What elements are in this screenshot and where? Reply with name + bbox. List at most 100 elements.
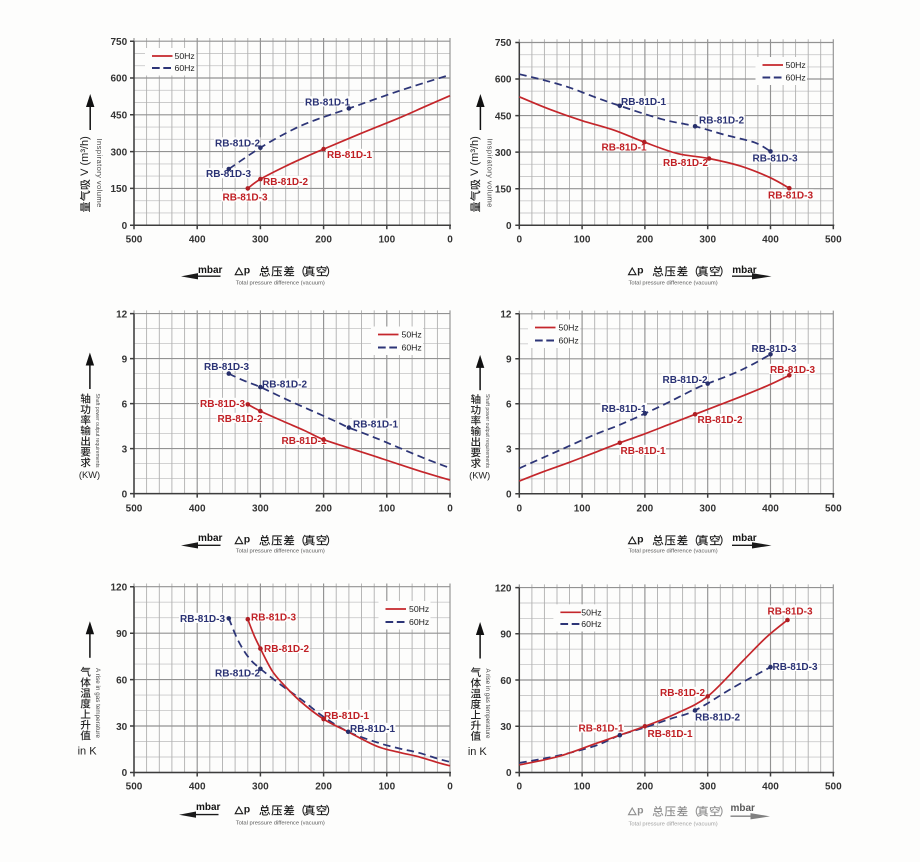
svg-text:RB-81D-3: RB-81D-3 xyxy=(180,614,225,625)
svg-text:400: 400 xyxy=(189,504,206,515)
svg-text:300: 300 xyxy=(252,235,269,246)
svg-text:mbar: mbar xyxy=(198,265,223,276)
svg-text:Total pressure difference (vac: Total pressure difference (vacuum) xyxy=(629,549,718,555)
svg-text:100: 100 xyxy=(378,235,395,246)
svg-text:400: 400 xyxy=(189,782,206,793)
svg-text:RB-81D-1: RB-81D-1 xyxy=(327,150,372,161)
svg-text:500: 500 xyxy=(825,235,842,246)
svg-text:RB-81D-1: RB-81D-1 xyxy=(602,404,647,415)
svg-text:300: 300 xyxy=(495,148,512,159)
svg-text:p: p xyxy=(637,265,643,277)
svg-text:Total pressure difference (vac: Total pressure difference (vacuum) xyxy=(236,821,325,827)
svg-text:600: 600 xyxy=(111,74,128,85)
svg-text:3: 3 xyxy=(506,445,512,456)
svg-text:Total pressure difference (vac: Total pressure difference (vacuum) xyxy=(236,549,325,555)
svg-text:300: 300 xyxy=(699,782,716,793)
svg-text:50Hz: 50Hz xyxy=(175,51,195,61)
svg-text:50Hz: 50Hz xyxy=(559,323,579,333)
svg-text:Inspiratory volume: Inspiratory volume xyxy=(485,139,494,208)
svg-text:RB-81D-1: RB-81D-1 xyxy=(353,419,398,430)
svg-text:200: 200 xyxy=(637,782,654,793)
svg-text:RB-81D-2: RB-81D-2 xyxy=(263,177,308,188)
svg-text:150: 150 xyxy=(495,184,512,195)
svg-text:500: 500 xyxy=(126,782,143,793)
svg-text:450: 450 xyxy=(111,111,128,122)
svg-text:12: 12 xyxy=(500,310,512,321)
svg-text:0: 0 xyxy=(506,768,512,779)
svg-text:200: 200 xyxy=(637,235,654,246)
svg-text:0: 0 xyxy=(517,235,523,246)
svg-text:9: 9 xyxy=(506,355,512,366)
svg-text:100: 100 xyxy=(378,504,395,515)
svg-text:0: 0 xyxy=(517,782,523,793)
svg-text:Shaft power output requirement: Shaft power output requirements xyxy=(94,394,100,469)
svg-text:400: 400 xyxy=(762,504,779,515)
svg-text:(KW): (KW) xyxy=(79,470,100,480)
svg-text:Inspiratory volume: Inspiratory volume xyxy=(95,139,104,208)
svg-text:200: 200 xyxy=(315,235,332,246)
svg-text:600: 600 xyxy=(495,75,512,86)
svg-text:0: 0 xyxy=(517,504,523,515)
svg-text:100: 100 xyxy=(378,782,395,793)
svg-text:RB-81D-3: RB-81D-3 xyxy=(768,606,813,617)
svg-text:RB-81D-3: RB-81D-3 xyxy=(773,662,818,673)
svg-text:RB-81D-2: RB-81D-2 xyxy=(262,379,307,390)
svg-text:mbar: mbar xyxy=(732,265,757,276)
svg-text:0: 0 xyxy=(506,221,512,232)
svg-text:400: 400 xyxy=(189,235,206,246)
svg-text:RB-81D-3: RB-81D-3 xyxy=(770,365,815,376)
svg-text:RB-81D-2: RB-81D-2 xyxy=(695,712,740,723)
svg-text:Shaft power output requirement: Shaft power output requirements xyxy=(484,394,490,469)
svg-text:750: 750 xyxy=(495,38,512,49)
svg-text:RB-81D-1: RB-81D-1 xyxy=(350,724,395,735)
svg-text:RB-81D-3: RB-81D-3 xyxy=(204,362,249,373)
svg-text:150: 150 xyxy=(111,184,128,195)
svg-text:0: 0 xyxy=(447,782,453,793)
svg-text:50Hz: 50Hz xyxy=(409,604,429,614)
svg-text:60Hz: 60Hz xyxy=(409,617,429,627)
svg-text:RB-81D-2: RB-81D-2 xyxy=(215,138,260,149)
svg-text:300: 300 xyxy=(252,504,269,515)
svg-text:RB-81D-2: RB-81D-2 xyxy=(699,115,744,126)
svg-text:RB-81D-3: RB-81D-3 xyxy=(768,190,813,201)
svg-text:0: 0 xyxy=(447,235,453,246)
svg-text:0: 0 xyxy=(506,490,512,501)
svg-text:100: 100 xyxy=(574,782,591,793)
svg-text:p: p xyxy=(244,804,250,816)
svg-text:in K: in K xyxy=(468,746,488,758)
svg-text:60Hz: 60Hz xyxy=(559,336,579,346)
svg-text:RB-81D-3: RB-81D-3 xyxy=(251,612,296,623)
svg-text:50Hz: 50Hz xyxy=(402,330,422,340)
svg-text:RB-81D-3: RB-81D-3 xyxy=(752,344,797,355)
svg-text:120: 120 xyxy=(495,583,512,594)
svg-text:100: 100 xyxy=(574,504,591,515)
svg-text:RB-81D-1: RB-81D-1 xyxy=(579,723,624,734)
svg-text:120: 120 xyxy=(111,582,128,593)
svg-text:12: 12 xyxy=(116,309,128,320)
svg-text:RB-81D-1: RB-81D-1 xyxy=(621,446,666,457)
svg-text:50Hz: 50Hz xyxy=(786,60,806,70)
svg-text:750: 750 xyxy=(111,37,128,48)
svg-text:mbar: mbar xyxy=(731,803,756,814)
svg-text:30: 30 xyxy=(500,722,512,733)
svg-text:300: 300 xyxy=(699,235,716,246)
svg-text:mbar: mbar xyxy=(732,533,757,544)
svg-text:6: 6 xyxy=(506,400,512,411)
svg-text:p: p xyxy=(637,805,643,817)
svg-text:RB-81D-2: RB-81D-2 xyxy=(698,415,743,426)
svg-text:RB-81D-3: RB-81D-3 xyxy=(753,153,798,164)
svg-text:60: 60 xyxy=(500,676,512,687)
svg-text:RB-81D-3: RB-81D-3 xyxy=(223,192,268,203)
svg-text:RB-81D-2: RB-81D-2 xyxy=(663,158,708,169)
svg-text:300: 300 xyxy=(111,147,128,158)
svg-text:RB-81D-2: RB-81D-2 xyxy=(663,375,708,386)
svg-text:9: 9 xyxy=(122,354,128,365)
svg-text:200: 200 xyxy=(315,782,332,793)
svg-text:Total pressure difference (vac: Total pressure difference (vacuum) xyxy=(236,280,325,286)
svg-text:V (m³/h): V (m³/h) xyxy=(469,136,481,176)
svg-text:p: p xyxy=(244,265,250,277)
svg-text:RB-81D-1: RB-81D-1 xyxy=(282,436,327,447)
svg-text:60: 60 xyxy=(116,675,128,686)
svg-text:0: 0 xyxy=(122,489,128,500)
svg-text:450: 450 xyxy=(495,111,512,122)
